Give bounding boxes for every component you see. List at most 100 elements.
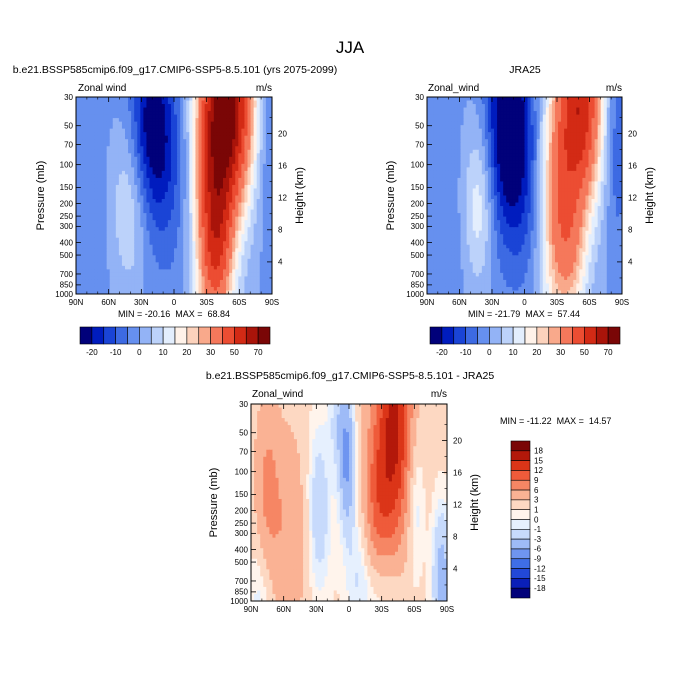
contour-cell	[539, 128, 544, 133]
contour-cell	[247, 163, 252, 168]
contour-cell	[131, 244, 135, 249]
contour-cell	[594, 156, 599, 161]
contour-cell	[161, 216, 166, 221]
contour-cell	[167, 111, 172, 116]
contour-cell	[177, 114, 181, 119]
contour-cell	[487, 104, 492, 109]
contour-cell	[226, 174, 230, 179]
contour-cell	[140, 135, 144, 140]
contour-cell	[155, 121, 160, 126]
contour-cell	[121, 111, 126, 116]
contour-cell	[561, 156, 565, 161]
contour-cell	[597, 111, 602, 116]
contour-cell	[97, 104, 101, 109]
contour-cell	[494, 146, 498, 151]
contour-cell	[192, 146, 196, 151]
contour-cell	[268, 170, 273, 175]
contour-cell	[216, 128, 221, 133]
contour-cell	[609, 121, 614, 126]
contour-cell	[241, 184, 245, 189]
contour-cell	[134, 132, 138, 137]
contour-cell	[570, 160, 574, 165]
contour-cell	[186, 258, 190, 263]
contour-cell	[140, 132, 144, 137]
contour-cell	[118, 191, 123, 196]
contour-cell	[238, 216, 242, 221]
contour-cell	[439, 114, 443, 119]
contour-cell	[539, 160, 544, 165]
contour-cell	[448, 149, 452, 154]
contour-cell	[576, 132, 580, 137]
contour-cell	[115, 160, 120, 165]
contour-cell	[213, 174, 218, 179]
contour-cell	[161, 184, 166, 189]
contour-cell	[262, 139, 267, 144]
contour-cell	[118, 255, 123, 260]
contour-cell	[143, 163, 147, 168]
contour-cell	[146, 206, 150, 211]
contour-cell	[210, 230, 215, 235]
contour-cell	[100, 125, 105, 130]
contour-cell	[118, 227, 123, 232]
contour-cell	[600, 139, 605, 144]
contour-cell	[198, 213, 203, 218]
contour-cell	[158, 269, 163, 274]
contour-cell	[121, 114, 126, 119]
contour-cell	[118, 269, 123, 274]
contour-cell	[177, 111, 181, 116]
contour-cell	[229, 174, 233, 179]
contour-cell	[109, 184, 114, 189]
contour-cell	[442, 135, 446, 140]
contour-cell	[512, 118, 516, 123]
contour-cell	[143, 132, 147, 137]
contour-cell	[551, 114, 556, 119]
contour-cell	[207, 128, 212, 133]
contour-cell	[512, 104, 516, 109]
contour-cell	[250, 146, 255, 151]
contour-cell	[262, 170, 267, 175]
contour-cell	[216, 118, 221, 123]
contour-cell	[167, 156, 172, 161]
contour-cell	[140, 177, 144, 182]
contour-cell	[137, 251, 141, 256]
contour-cell	[82, 237, 86, 242]
contour-cell	[478, 132, 483, 137]
contour-cell	[143, 255, 147, 260]
contour-cell	[588, 142, 592, 147]
contour-cell	[545, 104, 550, 109]
contour-cell	[588, 128, 592, 133]
contour-cell	[180, 276, 184, 281]
contour-cell	[204, 191, 209, 196]
contour-cell	[460, 139, 465, 144]
contour-cell	[174, 241, 178, 246]
contour-cell	[155, 139, 160, 144]
contour-cell	[460, 114, 465, 119]
contour-cell	[143, 220, 147, 225]
contour-cell	[164, 255, 169, 260]
contour-cell	[198, 279, 203, 284]
contour-cell	[91, 209, 95, 214]
contour-cell	[229, 223, 233, 228]
contour-cell	[137, 206, 141, 211]
contour-cell	[88, 230, 92, 235]
contour-cell	[235, 241, 239, 246]
contour-cell	[189, 227, 193, 232]
contour-cell	[158, 213, 163, 218]
contour-cell	[79, 286, 83, 291]
contour-cell	[506, 156, 510, 161]
contour-cell	[198, 223, 203, 228]
contour-cell	[232, 163, 236, 168]
contour-cell	[192, 272, 196, 277]
contour-cell	[109, 223, 114, 228]
contour-cell	[238, 195, 242, 200]
contour-cell	[600, 114, 605, 119]
colorbar-swatch	[186, 326, 200, 345]
contour-cell	[244, 223, 248, 228]
contour-cell	[134, 251, 138, 256]
contour-cell	[164, 167, 169, 172]
contour-cell	[161, 146, 166, 151]
contour-cell	[94, 227, 98, 232]
contour-cell	[506, 153, 510, 158]
contour-cell	[195, 135, 199, 140]
contour-cell	[164, 118, 169, 123]
